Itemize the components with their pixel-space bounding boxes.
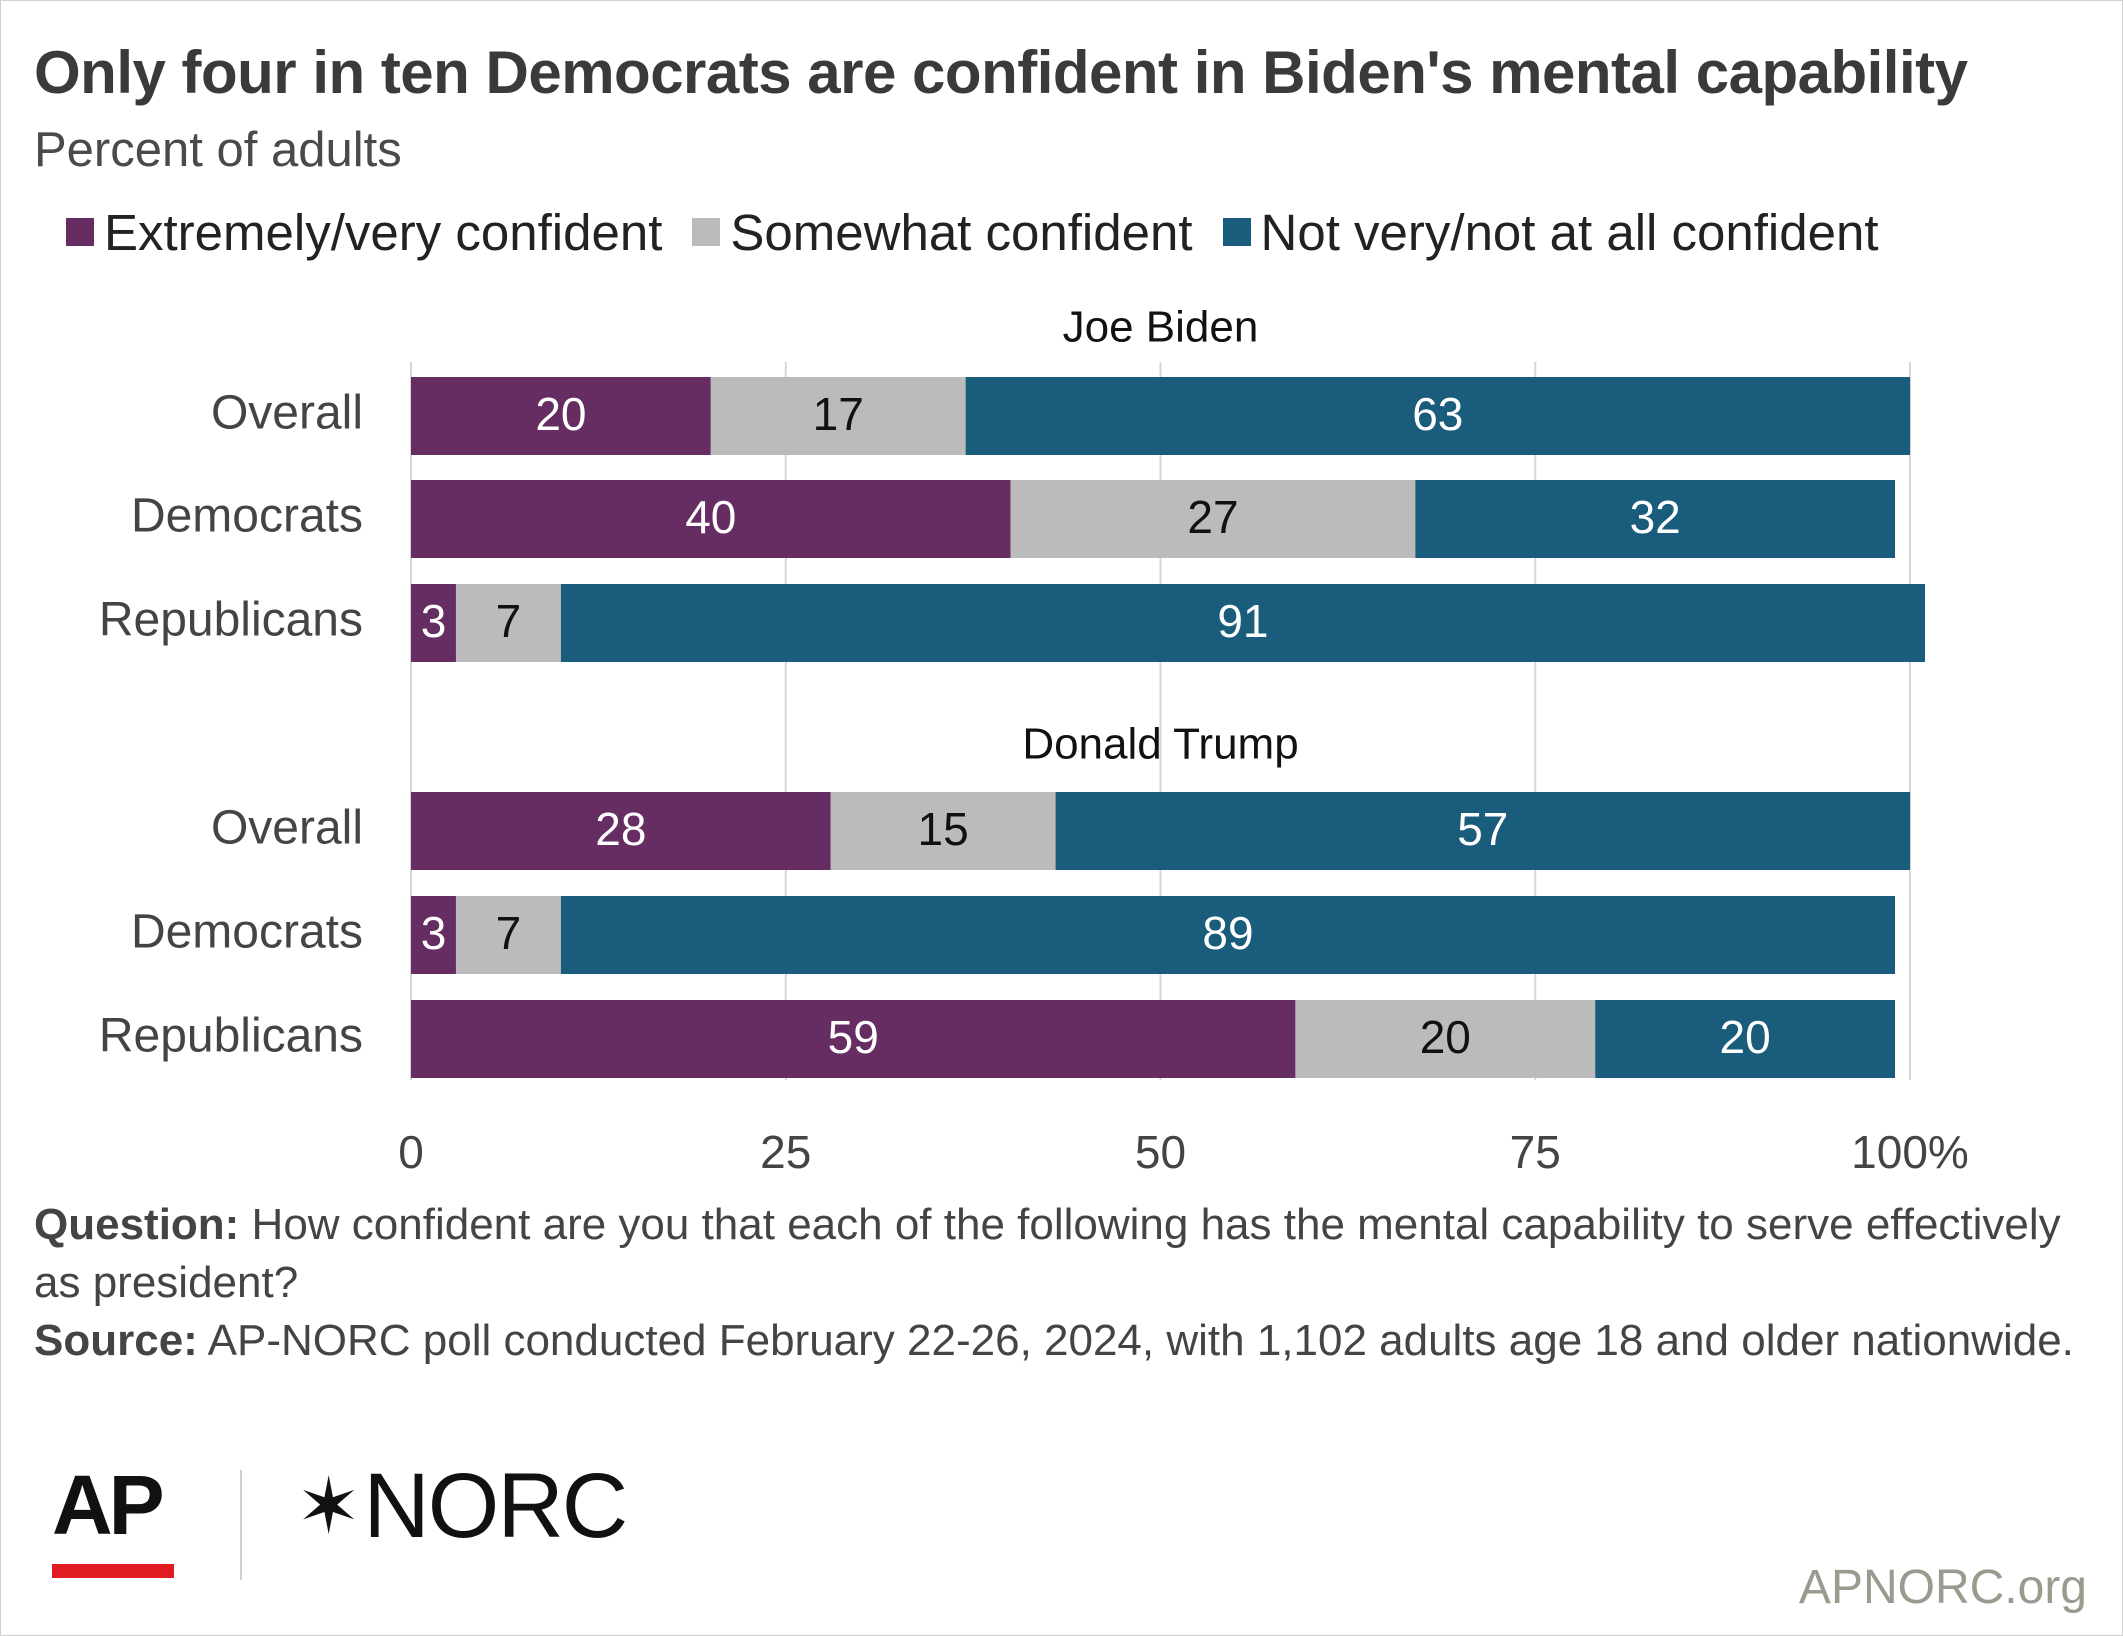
legend-swatch: [692, 218, 721, 246]
data-label: 57: [1457, 803, 1508, 855]
row-label: Overall: [211, 802, 363, 855]
data-label: 7: [496, 595, 522, 647]
legend-item-somewhat: Somewhat confident: [692, 203, 1193, 262]
bar-segment: [1055, 792, 1910, 870]
legend-swatch: [1222, 218, 1251, 246]
legend-item-not-very: Not very/not at all confident: [1222, 203, 1879, 262]
logo-divider: [240, 1470, 242, 1580]
data-label: 28: [595, 803, 646, 855]
legend: Extremely/very confident Somewhat confid…: [66, 200, 1909, 264]
source-label: Source:: [34, 1316, 198, 1365]
data-label: 15: [918, 803, 969, 855]
bar-segment: [560, 584, 1925, 662]
x-tick-label: 25: [760, 1126, 811, 1178]
data-label: 20: [535, 388, 586, 440]
group-title: Joe Biden: [1063, 303, 1259, 352]
bar-segment: [1010, 480, 1416, 558]
data-label: 17: [813, 388, 864, 440]
source-note: Source: AP-NORC poll conducted February …: [34, 1312, 2094, 1370]
chart-title: Only four in ten Democrats are confident…: [34, 39, 1968, 106]
ap-logo-text: AP: [52, 1458, 165, 1552]
group-title: Donald Trump: [1022, 720, 1298, 769]
ap-logo-bar: [52, 1564, 174, 1578]
bar-segment: [560, 896, 1896, 974]
bar-segment: [455, 584, 561, 662]
x-tick-label: 100%: [1851, 1126, 1969, 1178]
legend-item-extremely-very: Extremely/very confident: [66, 203, 662, 262]
row-label: Democrats: [131, 490, 363, 543]
row-label: Republicans: [99, 594, 363, 647]
data-label: 32: [1630, 491, 1681, 543]
data-label: 91: [1217, 595, 1268, 647]
data-label: 20: [1420, 1011, 1471, 1063]
source-text: AP-NORC poll conducted February 22-26, 2…: [197, 1316, 2074, 1365]
data-label: 59: [828, 1011, 879, 1063]
data-label: 3: [421, 595, 447, 647]
question-label: Question:: [34, 1200, 240, 1249]
norc-star-icon: ✶: [296, 1462, 361, 1550]
legend-swatch: [66, 218, 94, 246]
data-label: 3: [421, 907, 447, 959]
x-tick-label: 50: [1135, 1126, 1186, 1178]
row-label: Democrats: [131, 906, 363, 959]
bar-segment: [1595, 1000, 1896, 1078]
data-label: 89: [1202, 907, 1253, 959]
data-label: 7: [496, 907, 522, 959]
bar-segment: [411, 1000, 1296, 1078]
bar-segment: [411, 792, 831, 870]
ap-logo: AP: [52, 1460, 182, 1578]
bar-segment: [411, 480, 1011, 558]
norc-logo-text: NORC: [363, 1455, 628, 1557]
legend-label: Extremely/very confident: [104, 203, 663, 261]
bar-segment: [965, 377, 1910, 455]
bar-segment: [411, 377, 711, 455]
legend-label: Somewhat confident: [730, 203, 1193, 261]
bar-segment: [830, 792, 1056, 870]
question-text: How confident are you that each of the f…: [34, 1200, 2061, 1307]
x-tick-label: 0: [398, 1126, 424, 1178]
bar-segment: [1415, 480, 1896, 558]
data-label: 27: [1187, 491, 1238, 543]
row-label: Overall: [211, 387, 363, 440]
bar-segment: [710, 377, 966, 455]
legend-label: Not very/not at all confident: [1260, 203, 1879, 261]
data-label: 63: [1412, 388, 1463, 440]
data-label: 20: [1720, 1011, 1771, 1063]
bar-segment: [411, 896, 456, 974]
bar-segment: [455, 896, 561, 974]
row-label: Republicans: [99, 1010, 363, 1063]
stacked-bar-chart: Joe Biden Overall 20 17 63 Democrats 40 27 32 Rep…: [99, 303, 1969, 1179]
site-url: APNORC.org: [1798, 1561, 2087, 1614]
question-note: Question: How confident are you that eac…: [34, 1196, 2094, 1312]
chart-subtitle: Percent of adults: [34, 123, 402, 177]
x-tick-label: 75: [1510, 1126, 1561, 1178]
data-label: 40: [685, 491, 736, 543]
bar-segment: [1295, 1000, 1596, 1078]
footnote: Question: How confident are you that eac…: [34, 1196, 2094, 1370]
bar-segment: [411, 584, 456, 662]
norc-logo: ✶ NORC: [296, 1455, 628, 1557]
